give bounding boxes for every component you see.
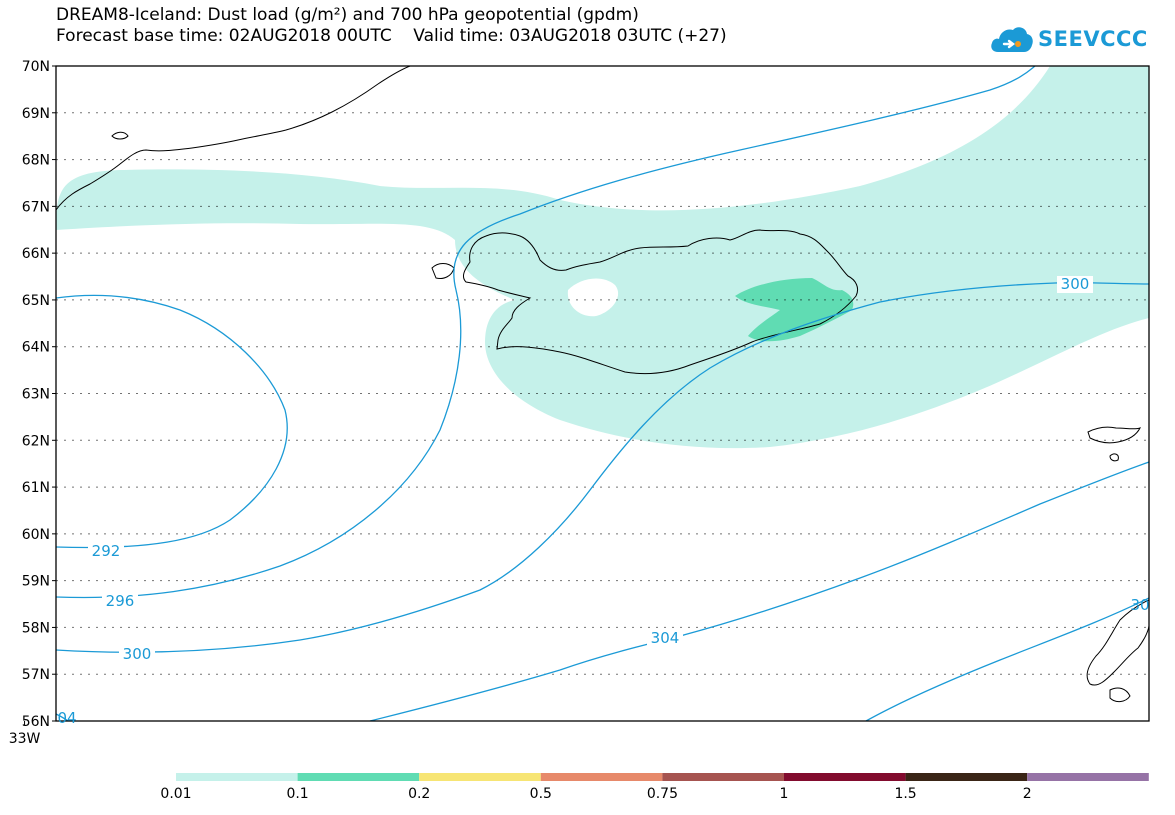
lat-label: 70N: [22, 59, 50, 75]
lat-label: 57N: [22, 667, 50, 683]
colorbar-swatch: [1027, 773, 1149, 781]
contour-label: 04: [57, 709, 76, 727]
lat-label: 68N: [22, 153, 50, 169]
lat-label: 67N: [22, 199, 50, 215]
lat-label: 63N: [22, 387, 50, 403]
colorbar-swatch: [662, 773, 784, 781]
contour-label: 296: [106, 592, 135, 610]
coastline: [56, 66, 1149, 703]
colorbar-label: 1.5: [894, 786, 916, 802]
colorbar-swatch: [905, 773, 1028, 781]
lat-label: 66N: [22, 246, 50, 262]
contour-label: 304: [651, 629, 680, 647]
colorbar-swatch: [419, 773, 541, 781]
contour-label: 30: [1130, 596, 1149, 614]
colorbar-swatch: [784, 773, 906, 781]
lat-label: 61N: [22, 480, 50, 496]
lat-label: 58N: [22, 620, 50, 636]
lat-label: 65N: [22, 293, 50, 309]
geopotential-contours: [56, 66, 1149, 721]
logo-text: SEEVCCC: [1038, 27, 1148, 51]
colorbar-label: 0.5: [530, 786, 552, 802]
seevccc-logo: SEEVCCC: [990, 22, 1148, 56]
colorbar-label: 0.75: [647, 786, 678, 802]
lat-label: 59N: [22, 574, 50, 590]
lat-label: 62N: [22, 433, 50, 449]
contour-label: 292: [92, 542, 121, 560]
lat-label: 64N: [22, 340, 50, 356]
colorbar-label: 0.1: [286, 786, 308, 802]
colorbar-swatch: [540, 773, 663, 781]
colorbar-swatch: [176, 773, 298, 781]
colorbar-swatch: [297, 773, 420, 781]
contour-label: 300: [123, 645, 152, 663]
colorbar-label: 0.2: [408, 786, 430, 802]
dust-area-light: [56, 66, 1149, 449]
lat-label: 56N: [22, 714, 50, 730]
dust-area-medium: [735, 278, 854, 342]
colorbar-label: 1: [780, 786, 789, 802]
lon-label: 33W: [9, 731, 41, 747]
map-subtitle: Forecast base time: 02AUG2018 00UTC Vali…: [56, 26, 727, 46]
contour-label: 300: [1061, 275, 1090, 293]
colorbar: [176, 773, 1149, 781]
cloud-icon: [991, 27, 1033, 52]
lat-label: 69N: [22, 106, 50, 122]
colorbar-label: 2: [1023, 786, 1032, 802]
lat-label: 60N: [22, 527, 50, 543]
colorbar-label: 0.01: [160, 786, 191, 802]
map-title: DREAM8-Iceland: Dust load (g/m²) and 700…: [56, 5, 639, 25]
